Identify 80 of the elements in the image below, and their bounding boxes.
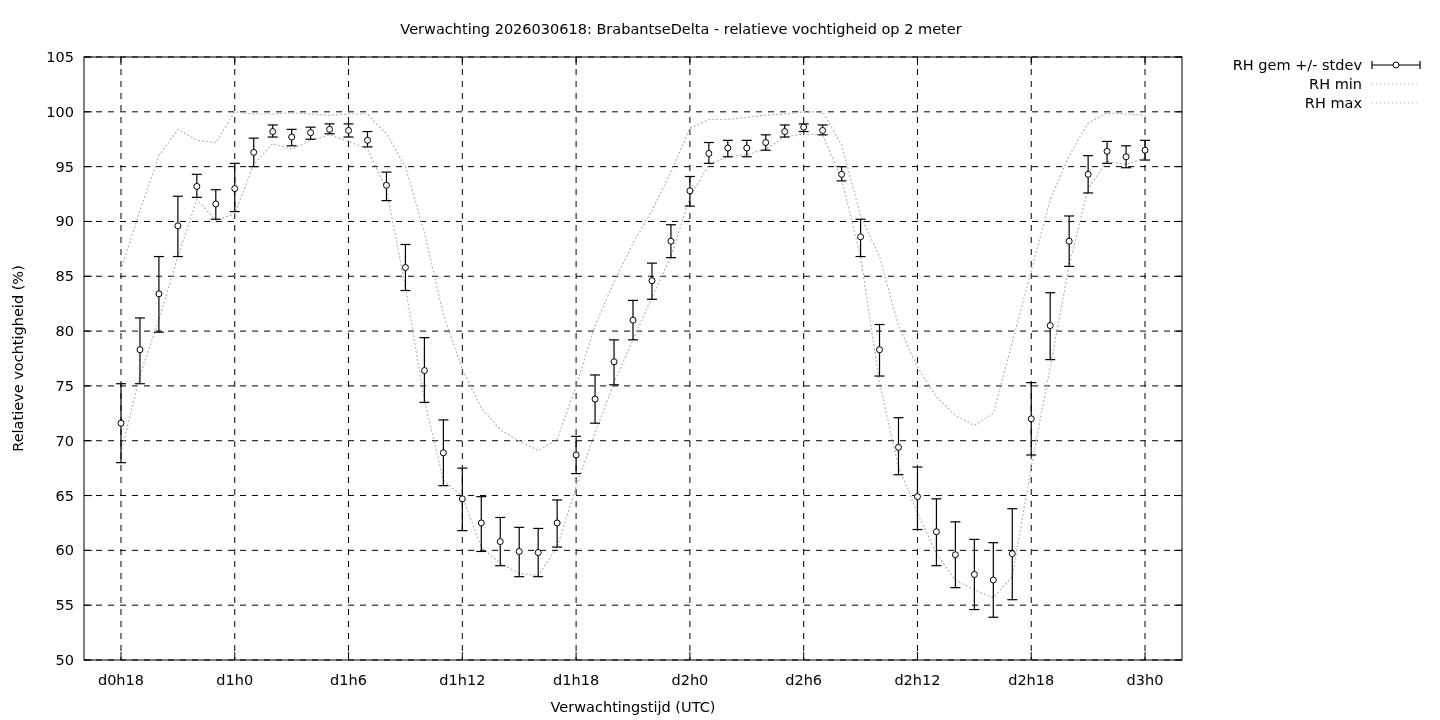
y-tick-label: 70 — [55, 432, 74, 449]
point — [743, 144, 751, 152]
point — [458, 495, 466, 503]
y-axis-title: Relatieve vochtigheid (%) — [10, 265, 26, 452]
y-tick-label: 55 — [55, 597, 74, 614]
point — [382, 181, 390, 189]
point — [136, 346, 144, 354]
y-tick-label: 65 — [55, 487, 74, 504]
y-tick-label: 100 — [46, 103, 74, 120]
point — [288, 133, 296, 141]
y-tick-label: 95 — [55, 158, 74, 175]
y-tick-label: 50 — [55, 652, 74, 668]
point — [364, 136, 372, 144]
point — [572, 451, 580, 459]
y-tick-label: 75 — [55, 377, 74, 394]
point — [401, 264, 409, 271]
point — [212, 200, 220, 208]
point — [553, 519, 561, 527]
point — [705, 149, 713, 157]
point — [629, 316, 637, 324]
point — [876, 346, 884, 354]
point — [932, 528, 940, 536]
point — [857, 233, 865, 241]
y-tick-label: 105 — [46, 49, 74, 65]
point — [1027, 415, 1035, 423]
point — [1141, 146, 1149, 154]
point — [496, 538, 504, 546]
point — [117, 419, 125, 427]
point — [838, 170, 846, 178]
point — [913, 493, 921, 501]
x-tick-label: d0h18 — [97, 672, 145, 688]
point — [174, 222, 182, 230]
point — [951, 551, 959, 559]
point — [610, 358, 618, 366]
legend-label: RH max — [1304, 95, 1363, 111]
point — [269, 128, 277, 136]
point — [1103, 147, 1111, 155]
point — [345, 126, 353, 134]
point — [1122, 153, 1130, 161]
point — [1084, 170, 1092, 178]
y-tick-label: 80 — [55, 323, 74, 340]
x-tick-label: d2h18 — [1008, 672, 1055, 688]
point — [439, 449, 447, 457]
x-tick-label: d2h12 — [894, 672, 941, 688]
point — [970, 570, 978, 578]
point — [250, 148, 258, 156]
x-tick-label: d1h0 — [216, 672, 254, 688]
chart-title: Verwachting 2026030618: BrabantseDelta - relatieve vochtigheid op 2 meter — [400, 21, 962, 37]
point — [724, 144, 732, 152]
y-tick-label: 60 — [55, 542, 74, 559]
x-tick-label: d3h0 — [1126, 672, 1164, 688]
legend-label: RH gem +/- stdev — [1232, 57, 1363, 73]
x-axis-title: Verwachtingstijd (UTC) — [550, 699, 716, 715]
point — [989, 576, 997, 584]
point — [193, 182, 201, 190]
point — [1046, 322, 1054, 330]
point — [420, 367, 428, 375]
x-tick-label: d2h6 — [785, 672, 823, 688]
x-tick-label: d1h6 — [330, 672, 367, 688]
point — [894, 443, 902, 451]
x-tick-label: d1h12 — [439, 672, 486, 688]
y-tick-label: 90 — [55, 213, 74, 230]
x-tick-label: d2h0 — [671, 672, 709, 688]
point — [231, 185, 239, 193]
point — [1008, 550, 1016, 558]
y-tick-label: 85 — [55, 268, 74, 285]
point — [762, 139, 770, 147]
point — [781, 128, 789, 136]
point — [155, 290, 163, 298]
point — [648, 277, 656, 285]
point — [1065, 237, 1073, 245]
point — [686, 187, 694, 195]
line-series — [120, 111, 1146, 452]
point — [591, 395, 599, 403]
x-tick-label: d1h18 — [553, 672, 600, 688]
legend-label: RH min — [1309, 76, 1362, 92]
point — [477, 519, 485, 527]
point — [515, 547, 523, 555]
point — [534, 549, 542, 557]
point — [667, 237, 675, 245]
